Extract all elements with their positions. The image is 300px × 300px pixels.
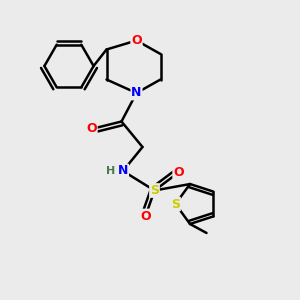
Text: O: O	[173, 166, 184, 179]
Text: S: S	[171, 197, 180, 211]
Text: N: N	[131, 86, 142, 100]
Text: O: O	[86, 122, 97, 136]
Text: H: H	[106, 166, 115, 176]
Text: S: S	[150, 184, 159, 197]
Text: N: N	[118, 164, 128, 178]
Text: O: O	[140, 209, 151, 223]
Text: O: O	[131, 34, 142, 47]
